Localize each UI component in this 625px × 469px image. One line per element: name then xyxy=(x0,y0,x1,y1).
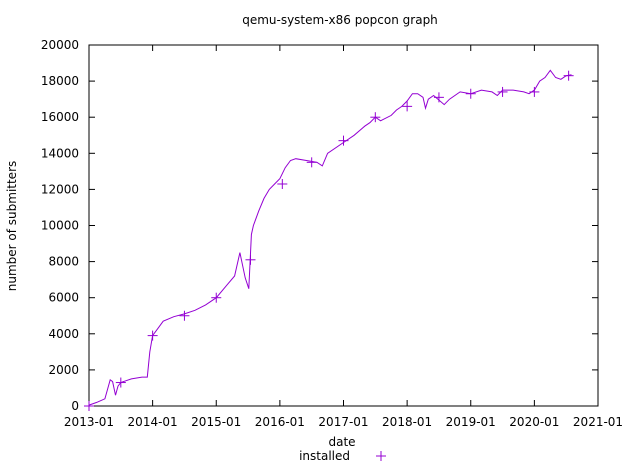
y-tick-label: 20000 xyxy=(41,38,79,52)
legend-label-installed: installed xyxy=(299,449,350,463)
x-tick-label: 2021-01 xyxy=(573,415,623,429)
x-tick-label: 2014-01 xyxy=(128,415,178,429)
legend: installed xyxy=(299,449,386,463)
y-tick-label: 16000 xyxy=(41,110,79,124)
installed-marker xyxy=(563,70,574,81)
installed-series-line xyxy=(88,69,572,406)
installed-marker xyxy=(338,135,349,146)
y-tick-label: 10000 xyxy=(41,219,79,233)
installed-marker xyxy=(465,88,476,99)
x-axis-label: date xyxy=(328,435,355,449)
y-tick-label: 14000 xyxy=(41,146,79,160)
plot-frame xyxy=(88,44,599,407)
installed-marker xyxy=(84,401,94,411)
y-axis-label: number of submitters xyxy=(5,161,19,292)
x-tick-label: 2018-01 xyxy=(382,415,432,429)
y-axis-ticks: 0 2000 4000 6000 8000 10000 12000 14000 16000 180… xyxy=(41,38,598,413)
x-tick-label: 2019-01 xyxy=(446,415,496,429)
y-tick-label: 12000 xyxy=(41,182,79,196)
installed-marker xyxy=(245,254,256,265)
installed-marker xyxy=(402,101,413,112)
installed-marker xyxy=(115,377,126,388)
y-tick-label: 18000 xyxy=(41,74,79,88)
x-tick-label: 2013-01 xyxy=(64,415,114,429)
x-tick-label: 2016-01 xyxy=(255,415,305,429)
x-tick-label: 2020-01 xyxy=(509,415,559,429)
installed-marker xyxy=(529,86,540,97)
installed-marker xyxy=(179,310,190,321)
installed-marker xyxy=(147,330,158,341)
installed-marker xyxy=(497,86,508,97)
installed-marker xyxy=(433,92,444,103)
installed-markers xyxy=(84,70,574,411)
y-tick-label: 8000 xyxy=(48,255,79,269)
installed-marker xyxy=(277,178,288,189)
y-tick-label: 4000 xyxy=(48,327,79,341)
chart-title: qemu-system-x86 popcon graph xyxy=(242,13,438,27)
y-tick-label: 2000 xyxy=(48,363,79,377)
x-tick-label: 2017-01 xyxy=(318,415,368,429)
y-tick-label: 6000 xyxy=(48,291,79,305)
x-tick-label: 2015-01 xyxy=(191,415,241,429)
installed-marker xyxy=(370,112,381,123)
installed-marker xyxy=(211,292,222,303)
installed-marker xyxy=(306,157,317,168)
y-tick-label: 0 xyxy=(71,399,79,413)
